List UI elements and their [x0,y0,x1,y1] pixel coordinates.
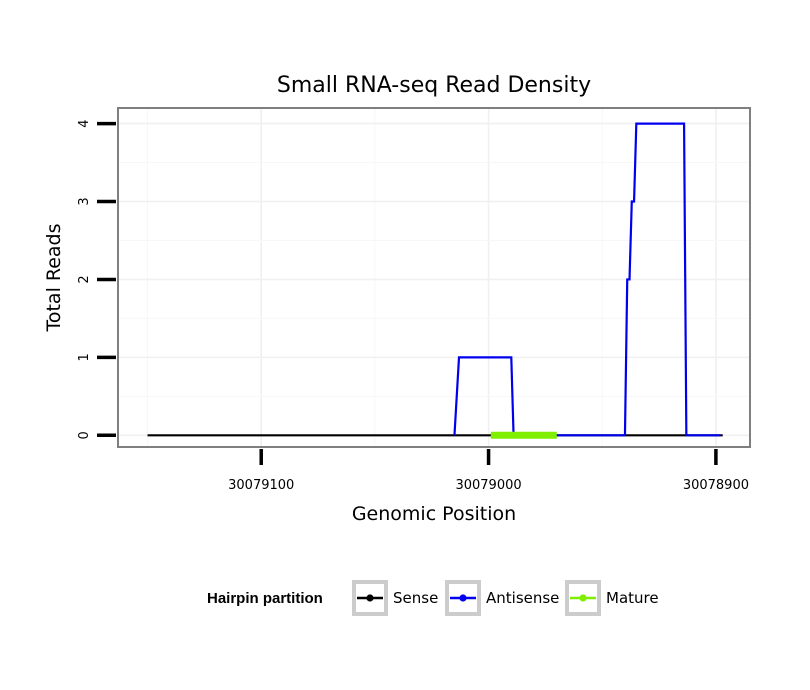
chart-title: Small RNA-seq Read Density [277,73,591,98]
legend-key-point [579,594,587,602]
legend-label-sense: Sense [393,589,438,607]
x-axis: 30079100 30079000 30078900 [228,449,749,493]
y-tick-label: 4 [77,119,92,127]
legend-label-antisense: Antisense [486,589,559,607]
y-tick-label: 3 [77,197,92,205]
legend-label-mature: Mature [606,589,659,607]
x-tick-label: 30078900 [683,478,749,493]
series-line-antisense [453,122,721,437]
legend-title: Hairpin partition [207,590,323,607]
x-tick-label: 30079100 [228,478,294,493]
plot-border [117,107,751,448]
plot-background [118,108,750,447]
y-tick-label: 2 [77,275,92,283]
y-axis: 0 1 2 3 4 [77,119,116,439]
y-tick-label: 1 [77,353,92,361]
x-axis-title: Genomic Position [352,503,516,525]
legend-key-point [459,594,467,602]
y-axis-title: Total Reads [43,223,65,332]
legend: Hairpin partition Sense Antisense Mature [207,580,659,616]
y-tick-label: 0 [77,431,92,439]
series-layer [147,122,723,439]
legend-key-point [366,594,374,602]
x-tick-label: 30079000 [455,478,521,493]
